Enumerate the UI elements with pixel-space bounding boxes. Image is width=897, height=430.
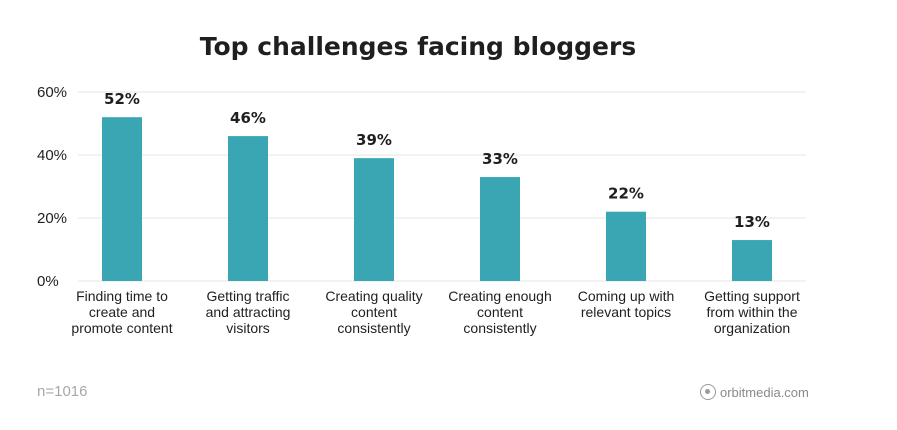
- category-label-line: Creating quality: [325, 288, 422, 304]
- y-tick-label: 0%: [37, 273, 59, 290]
- data-label: 52%: [104, 90, 140, 108]
- category-label-line: visitors: [226, 320, 270, 336]
- y-tick-label: 40%: [37, 147, 67, 164]
- bar: [606, 211, 646, 281]
- category-label-line: consistently: [337, 320, 410, 336]
- category-label: Getting support from within the organizati…: [704, 288, 800, 336]
- category-label-line: and attracting: [206, 304, 291, 320]
- data-labels: 52% 46% 39% 33% 22% 13%: [104, 90, 770, 231]
- category-label-line: organization: [714, 320, 790, 336]
- category-label: Getting traffic and attracting visitors: [206, 288, 291, 336]
- category-label: Finding time to create and promote content: [71, 288, 172, 336]
- bar: [228, 136, 268, 281]
- data-label: 13%: [734, 213, 770, 231]
- brand-credit: orbitmedia.com: [700, 384, 809, 400]
- category-label-line: relevant topics: [581, 304, 671, 320]
- x-axis: Finding time to create and promote content…: [71, 288, 800, 336]
- data-label: 46%: [230, 109, 266, 127]
- orbit-logo-icon: [700, 384, 716, 400]
- bar: [354, 158, 394, 281]
- category-label-line: consistently: [463, 320, 536, 336]
- brand-name: orbitmedia.com: [720, 384, 809, 400]
- sample-size-note: n=1016: [37, 383, 88, 400]
- data-label: 22%: [608, 185, 644, 203]
- y-axis: 0% 20% 40% 60%: [37, 84, 67, 290]
- bar: [732, 240, 772, 281]
- category-label-line: create and: [89, 304, 155, 320]
- data-label: 33%: [482, 150, 518, 168]
- category-label-line: Getting support: [704, 288, 800, 304]
- category-label-line: content: [351, 304, 397, 320]
- bar: [102, 117, 142, 281]
- category-label-line: content: [477, 304, 523, 320]
- category-label-line: promote content: [71, 320, 172, 336]
- grid-lines: [78, 91, 806, 282]
- category-label-line: Getting traffic: [206, 288, 289, 304]
- y-tick-label: 20%: [37, 210, 67, 227]
- category-label-line: Coming up with: [578, 288, 675, 304]
- category-label-line: Creating enough: [448, 288, 552, 304]
- category-label-line: Finding time to: [76, 288, 168, 304]
- y-tick-label: 60%: [37, 84, 67, 101]
- bar: [480, 177, 520, 281]
- bars: [102, 117, 772, 281]
- chart-title: Top challenges facing bloggers: [200, 32, 636, 61]
- data-label: 39%: [356, 131, 392, 149]
- category-label: Creating quality content consistently: [325, 288, 422, 336]
- category-label: Creating enough content consistently: [448, 288, 552, 336]
- category-label: Coming up with relevant topics: [578, 288, 675, 320]
- category-label-line: from within the: [706, 304, 797, 320]
